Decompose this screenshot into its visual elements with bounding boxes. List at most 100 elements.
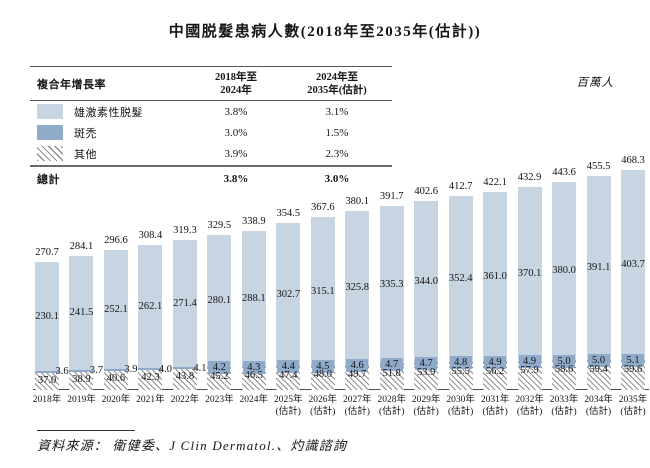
bar-2026年: 367.6 315.1 4.5 48.0 2026年 (估計) [308,158,337,417]
androgenetic-value-label: 335.3 [379,279,404,291]
androgenetic-segment [310,217,335,366]
total-value-label: 308.4 [138,229,163,241]
others-value-label: 47.4 [279,369,298,381]
androgenetic-segment [207,235,232,367]
x-axis-label: 2026年 (估計) [308,395,337,418]
androgenetic-swatch-icon [37,104,63,120]
androgenetic-segment [345,211,370,365]
areata-value-label: 4.9 [484,355,507,369]
androgenetic-value-label: 370.1 [517,268,542,280]
total-value-label: 468.3 [621,154,645,166]
source-note: 資料來源： 衛健委、J Clin Dermatol.、灼識諮詢 [37,438,348,453]
x-axis-label: 2023年 [205,395,234,405]
androgenetic-segment [414,200,439,363]
others-value-label: 42.3 [141,372,160,384]
total-value-label: 284.1 [69,241,94,253]
unit-label: 百萬人 [576,77,614,89]
total-value-label: 367.6 [310,202,335,214]
total-value-label: 338.9 [242,215,266,227]
others-value-label: 49.7 [348,368,367,380]
cagr-value: 3.8% [224,105,248,118]
legend-row-areata: 斑禿 3.0% 1.5% [30,122,392,143]
total-value-label: 329.5 [207,220,232,232]
others-value-label: 46.5 [244,370,263,382]
others-value-label: 57.9 [520,364,539,376]
others-value-label: 58.6 [554,364,574,376]
bar-2028年: 391.7 335.3 4.7 51.8 2028年 (估計) [377,158,406,417]
areata-value-label: 3.7 [89,365,104,377]
bar-2027年: 380.1 325.8 4.6 49.7 2027年 (估計) [343,158,372,417]
x-axis-label: 2022年 [170,395,200,405]
androgenetic-segment [241,230,266,367]
androgenetic-segment [379,205,404,364]
bar-2019年: 284.1 241.5 3.7 38.9 2019年 [67,158,103,405]
total-value-label: 391.7 [379,190,404,202]
source-divider [37,430,135,431]
x-axis-label: 2025年 (估計) [274,395,303,418]
others-value-label: 37.0 [37,374,57,386]
areata-swatch-icon [37,125,63,141]
androgenetic-segment [517,186,542,361]
areata-segment [69,369,94,372]
bar-2032年: 432.9 370.1 4.9 57.9 2032年 (估計) [515,158,544,418]
bar-2035年: 468.3 403.7 5.1 59.6 2035年 (估計) [619,155,648,417]
areata-segment [172,367,197,370]
bar-2020年: 296.6 252.1 3.9 40.6 2020年 [102,158,138,405]
total-cagr-value: 3.0% [324,173,350,186]
others-segment [172,369,197,390]
androgenetic-segment [35,262,59,371]
areata-segment [138,368,163,371]
total-value-label: 412.7 [448,181,473,193]
areata-value-label: 5.1 [622,354,644,368]
total-value-label: 432.9 [517,171,542,183]
total-cagr-value: 3.8% [223,173,249,186]
areata-value-label: 4.5 [311,359,334,373]
others-value-label: 43.8 [175,371,195,383]
others-value-label: 45.2 [210,370,229,382]
androgenetic-value-label: 230.1 [35,311,59,323]
areata-value-label: 4.0 [158,363,172,375]
cagr-table: 複合年增長率 2018年至 2024年 2024年至 2035年(估計) 雄激素… [30,66,392,191]
androgenetic-value-label: 280.1 [207,295,232,307]
others-segment [35,372,59,390]
cagr-value: 3.1% [325,105,349,118]
others-value-label: 55.5 [451,365,470,377]
x-axis-label: 2030年 (估計) [446,395,475,418]
areata-value-label: 4.7 [415,357,438,371]
x-axis-label: 2024年 [239,395,269,405]
androgenetic-value-label: 361.0 [483,270,507,282]
x-axis-label: 2021年 [136,395,165,405]
x-axis-label: 2032年 (估計) [515,395,544,418]
areata-value-label: 4.8 [449,356,472,370]
total-value-label: 270.7 [35,247,59,259]
total-value-label: 380.1 [345,196,370,208]
total-value-label: 354.5 [276,208,301,220]
androgenetic-segment [621,169,645,360]
others-segment [69,371,94,390]
legend-label: 雄激素性脱髮 [74,106,143,119]
androgenetic-value-label: 380.0 [552,265,576,277]
legend-row-androgenetic: 雄激素性脱髮 3.8% 3.1% [30,101,392,122]
total-value-label: 443.6 [552,166,576,178]
androgenetic-segment [103,250,128,369]
others-segment [310,367,335,390]
androgenetic-value-label: 325.8 [345,282,370,294]
androgenetic-value-label: 252.1 [104,304,128,316]
page-title: 中國脱髮患病人數(2018年至2035年(估計)) [168,24,482,40]
legend-label: 斑禿 [74,127,97,140]
areata-value-label: 4.2 [208,361,231,375]
cagr-col-2024-2035: 2024年至 2035年(估計) [307,72,367,97]
others-value-label: 38.9 [72,373,91,385]
others-segment [138,370,163,390]
androgenetic-segment [69,256,94,370]
others-value-label: 56.2 [485,365,505,377]
others-value-label: 59.4 [589,364,608,376]
cagr-table-title: 複合年增長率 [37,79,106,92]
bar-2024年: 338.9 288.1 4.3 46.5 2024年 [240,158,269,405]
cagr-col-2018-2024: 2018年至 2024年 [215,72,257,97]
x-axis-label: 2027年 (估計) [342,395,372,418]
others-value-label: 48.0 [313,369,332,381]
x-axis-label: 2020年 [101,395,131,405]
androgenetic-value-label: 344.0 [414,276,438,288]
